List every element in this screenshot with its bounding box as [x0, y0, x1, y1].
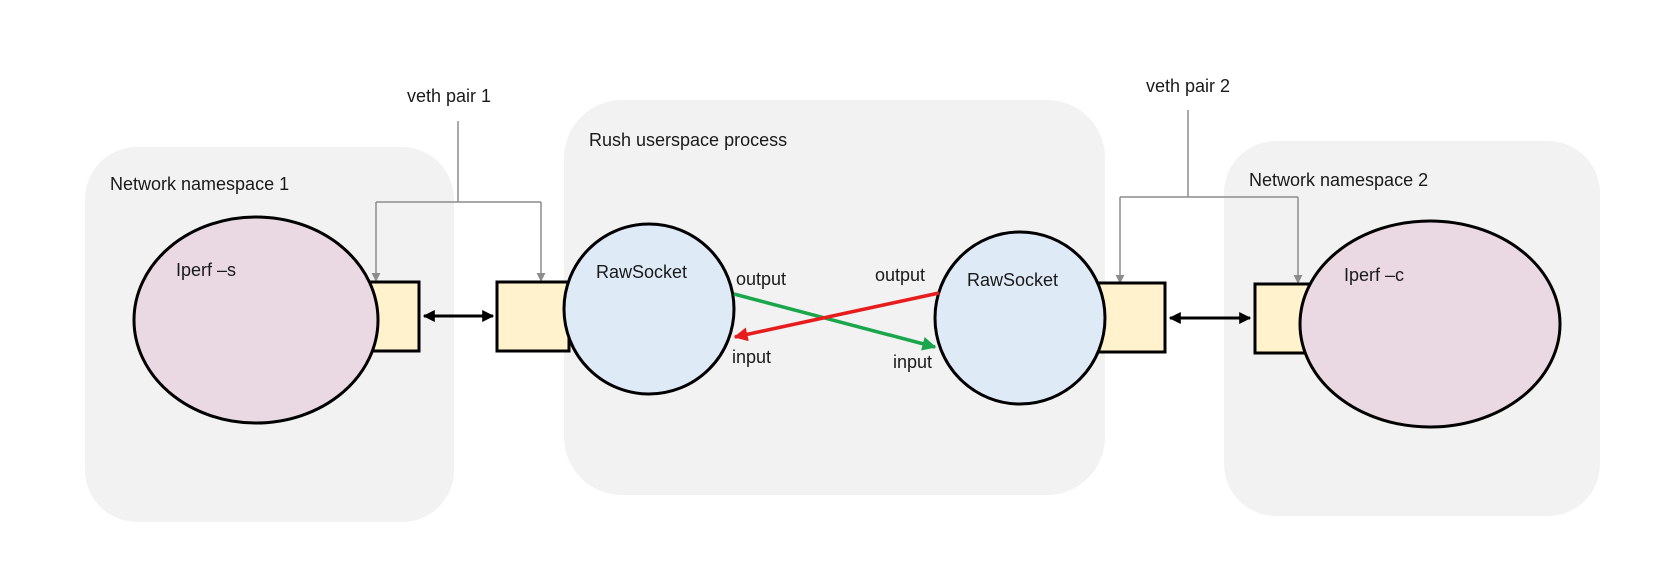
- namespace2-title: Network namespace 2: [1249, 170, 1428, 190]
- socket-left-output-label: output: [736, 269, 786, 289]
- socket-left-input-label: input: [732, 347, 771, 367]
- veth-pair-1-connector: [371, 121, 546, 282]
- namespace1-title: Network namespace 1: [110, 174, 289, 194]
- socket-right-output-label: output: [875, 265, 925, 285]
- iperf-client-process: [1298, 219, 1562, 429]
- veth-pair-2-label: veth pair 2: [1146, 76, 1230, 96]
- rush-process-container: [564, 100, 1105, 495]
- rawsocket-right-label: RawSocket: [967, 270, 1058, 290]
- rawsocket-left: [562, 222, 736, 396]
- rush-process-title: Rush userspace process: [589, 130, 787, 150]
- rawsocket-left-label: RawSocket: [596, 262, 687, 282]
- veth1-port-rush: [495, 280, 571, 353]
- veth-pair-2-connector: [1115, 110, 1303, 284]
- iperf-server-label: Iperf –s: [176, 260, 236, 280]
- iperf-server-process: [132, 215, 380, 425]
- socket-right-input-label: input: [893, 352, 932, 372]
- veth-pair-1-label: veth pair 1: [407, 86, 491, 106]
- rawsocket-right: [933, 230, 1107, 406]
- output-to-input-arrow-red: [733, 291, 940, 342]
- output-to-input-arrow-green: [733, 292, 937, 351]
- iperf-client-label: Iperf –c: [1344, 265, 1404, 285]
